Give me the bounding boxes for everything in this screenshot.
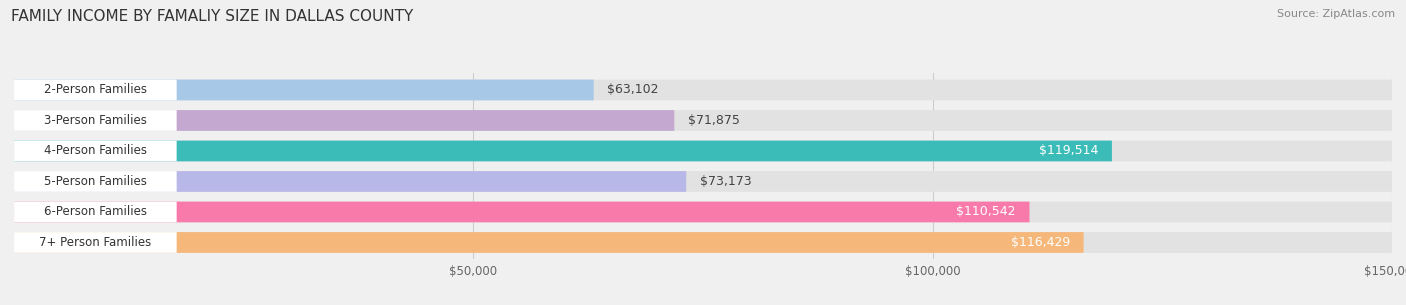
FancyBboxPatch shape (14, 141, 177, 161)
Text: 3-Person Families: 3-Person Families (44, 114, 146, 127)
FancyBboxPatch shape (14, 171, 177, 192)
Text: Source: ZipAtlas.com: Source: ZipAtlas.com (1277, 9, 1395, 19)
Text: $73,173: $73,173 (700, 175, 752, 188)
FancyBboxPatch shape (14, 80, 1392, 100)
Text: $116,429: $116,429 (1011, 236, 1070, 249)
Text: $63,102: $63,102 (607, 84, 659, 96)
FancyBboxPatch shape (14, 202, 1392, 222)
FancyBboxPatch shape (14, 80, 593, 100)
FancyBboxPatch shape (14, 202, 177, 222)
FancyBboxPatch shape (14, 110, 675, 131)
FancyBboxPatch shape (14, 80, 177, 100)
FancyBboxPatch shape (14, 110, 177, 131)
Text: $71,875: $71,875 (688, 114, 740, 127)
FancyBboxPatch shape (14, 232, 177, 253)
Text: $110,542: $110,542 (956, 206, 1015, 218)
FancyBboxPatch shape (14, 141, 1392, 161)
FancyBboxPatch shape (14, 232, 1084, 253)
FancyBboxPatch shape (14, 202, 1029, 222)
FancyBboxPatch shape (14, 171, 1392, 192)
FancyBboxPatch shape (14, 110, 1392, 131)
Text: $119,514: $119,514 (1039, 145, 1098, 157)
Text: 5-Person Families: 5-Person Families (44, 175, 146, 188)
FancyBboxPatch shape (14, 171, 686, 192)
Text: 7+ Person Families: 7+ Person Families (39, 236, 152, 249)
Text: FAMILY INCOME BY FAMALIY SIZE IN DALLAS COUNTY: FAMILY INCOME BY FAMALIY SIZE IN DALLAS … (11, 9, 413, 24)
FancyBboxPatch shape (14, 232, 1392, 253)
Text: 6-Person Families: 6-Person Families (44, 206, 146, 218)
FancyBboxPatch shape (14, 141, 1112, 161)
Text: 4-Person Families: 4-Person Families (44, 145, 146, 157)
Text: 2-Person Families: 2-Person Families (44, 84, 146, 96)
